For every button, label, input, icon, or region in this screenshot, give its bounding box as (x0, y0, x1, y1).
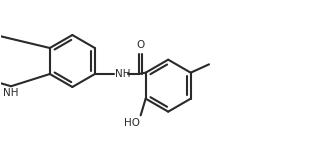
Text: NH: NH (115, 69, 130, 79)
Text: NH: NH (3, 88, 19, 98)
Text: HO: HO (124, 118, 140, 128)
Text: O: O (136, 40, 145, 50)
